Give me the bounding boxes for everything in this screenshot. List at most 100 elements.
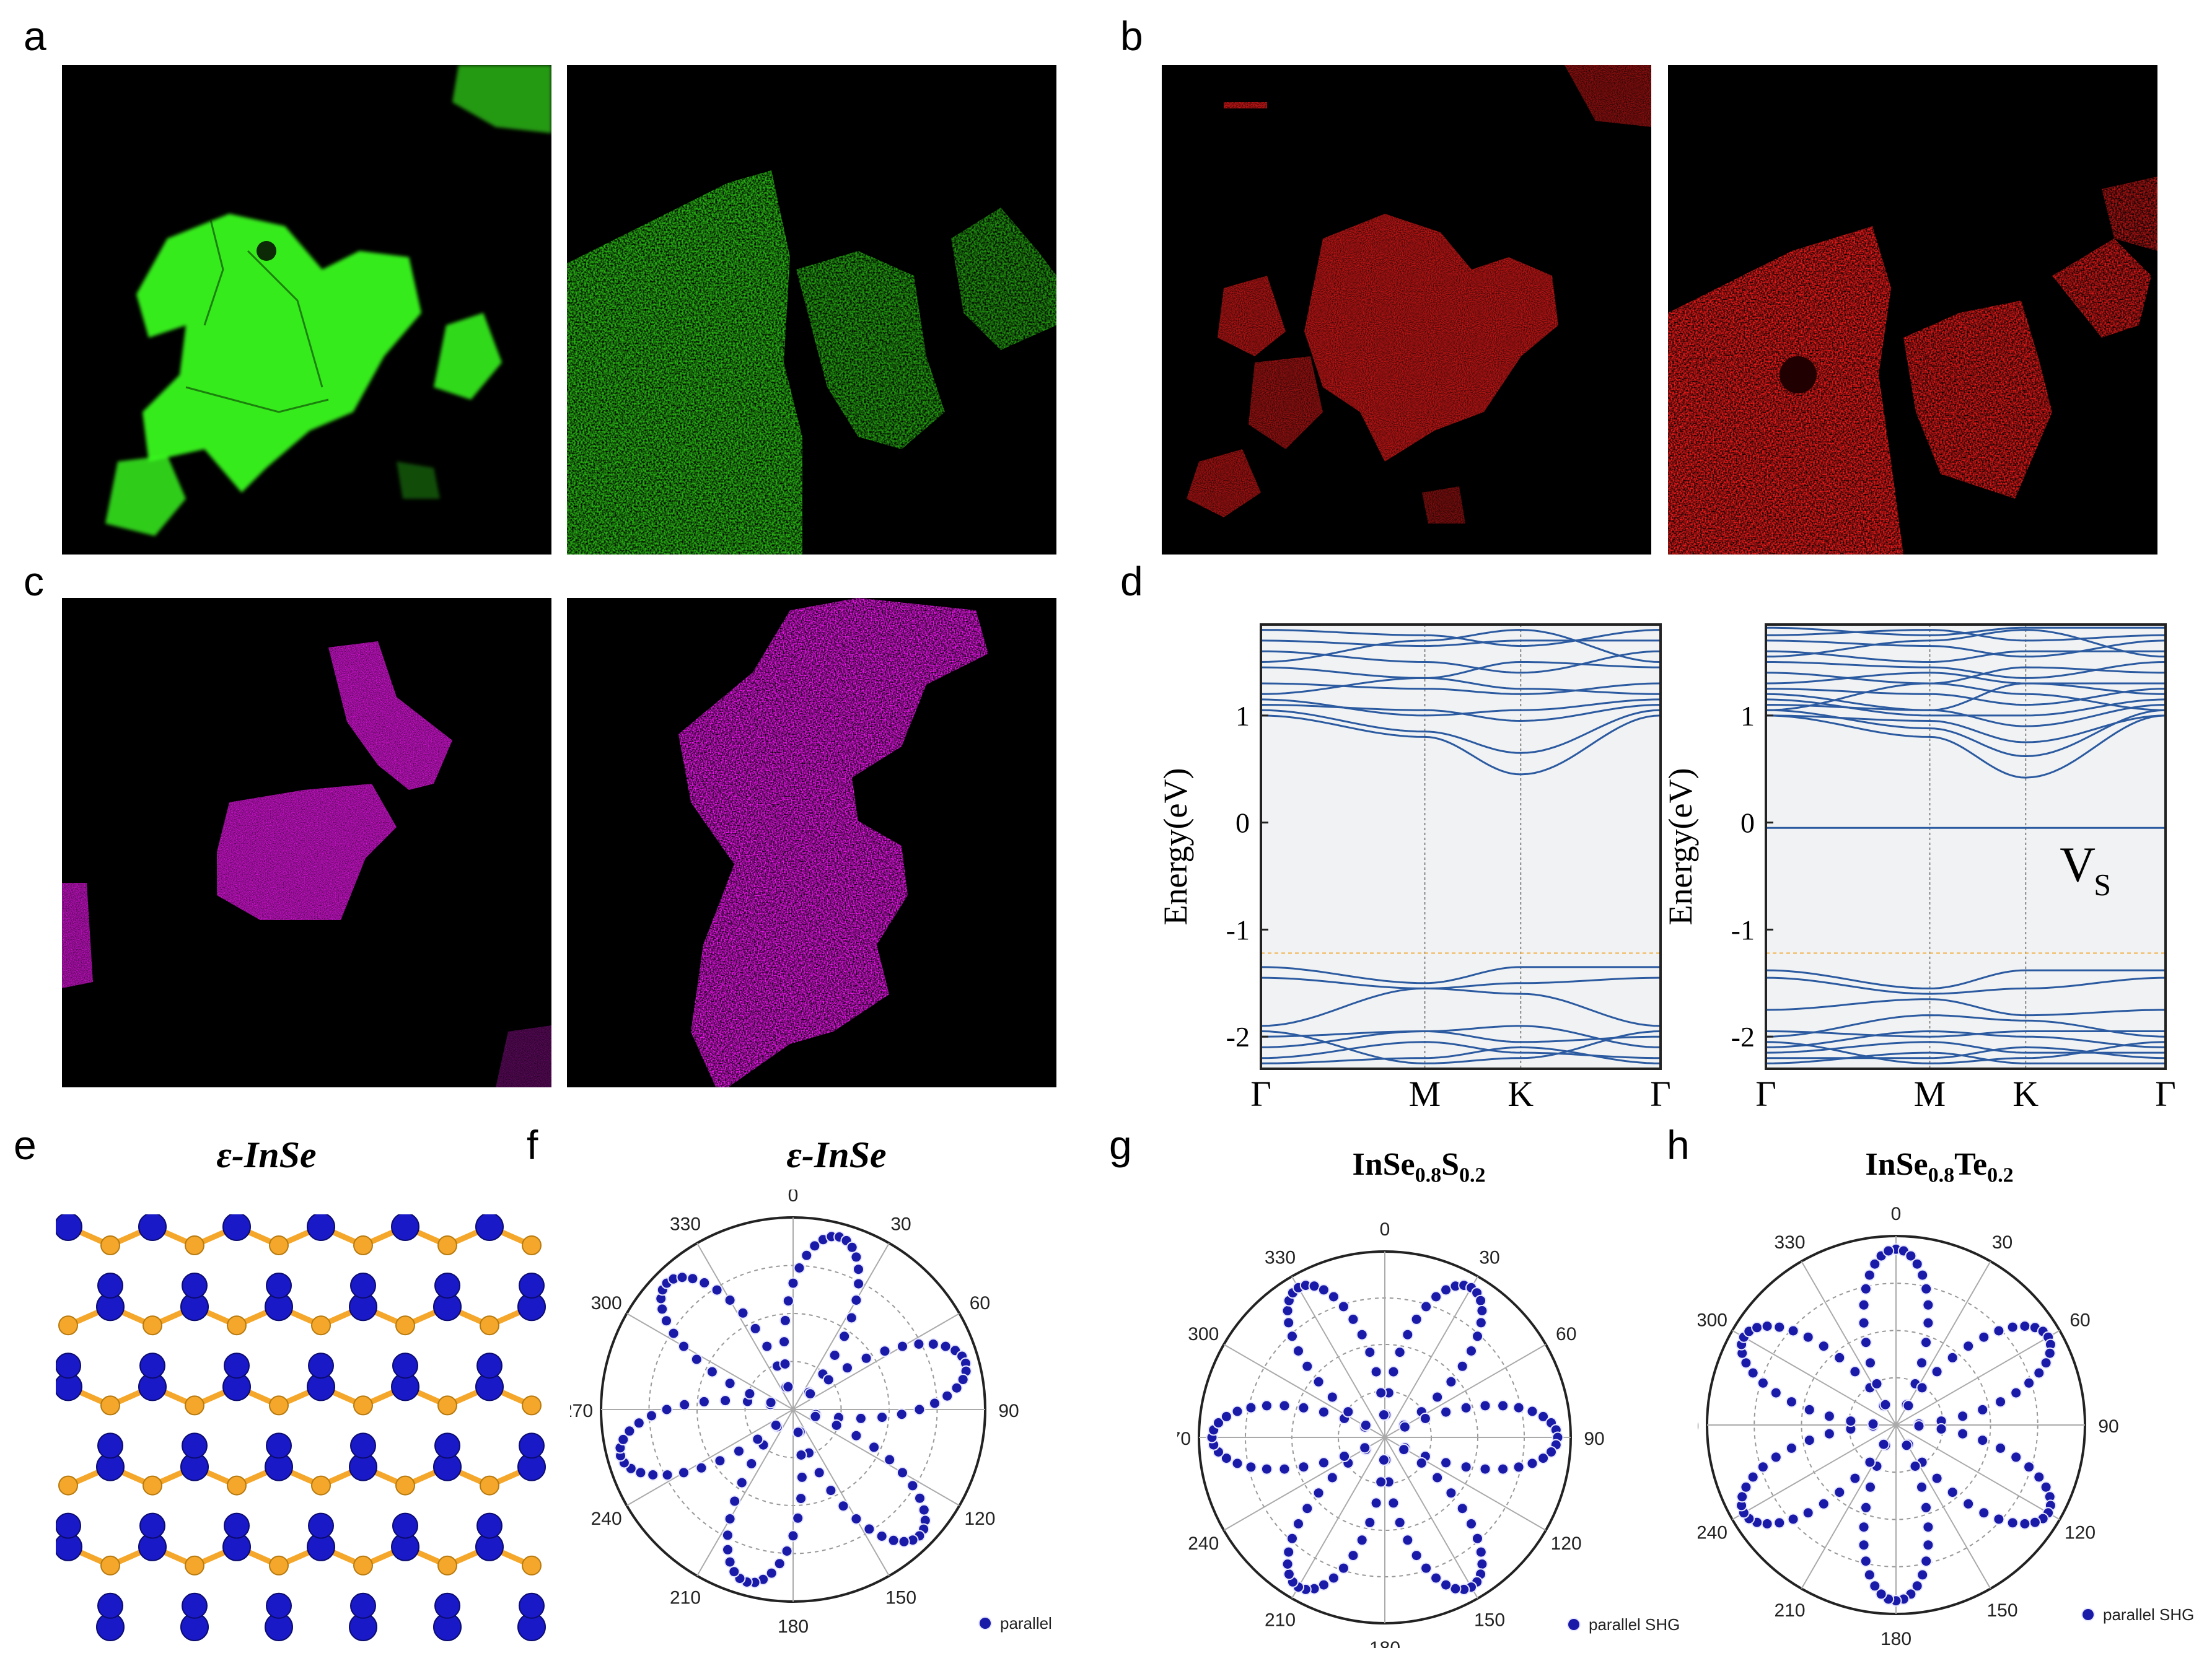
polar-data-point: [1900, 1439, 1913, 1452]
polar-angle-label: 180: [1369, 1638, 1400, 1648]
polar-data-point: [1920, 1282, 1933, 1295]
polar-data-point: [1931, 1366, 1943, 1378]
polar-data-point: [1757, 1461, 1769, 1473]
polar-data-point: [744, 1388, 756, 1400]
polar-spoke: [1291, 1437, 1385, 1599]
polar-spoke: [792, 1409, 890, 1576]
polar-spoke: [1384, 1276, 1478, 1438]
polar-data-point: [765, 1396, 777, 1409]
polar-data-point: [1913, 1420, 1925, 1432]
polar-angle-label: 0: [788, 1190, 799, 1206]
polar-data-point: [761, 1340, 773, 1353]
se-atom: [519, 1432, 545, 1459]
polar-data-point: [939, 1340, 952, 1353]
polar-data-point: [1803, 1434, 1815, 1447]
polar-data-point: [1317, 1284, 1330, 1296]
polar-data-point: [1977, 1434, 1989, 1447]
kpoint-label: Γ: [1755, 1074, 1776, 1114]
polar-data-point: [1877, 1438, 1890, 1450]
polar-angle-label: 300: [1698, 1310, 1727, 1331]
red-map-left: [1162, 65, 1651, 555]
se-atom: [307, 1212, 335, 1241]
polar-data-point: [1858, 1539, 1870, 1551]
polar-angle-label: 90: [998, 1401, 1019, 1421]
polar-angle-label: 120: [1551, 1533, 1582, 1554]
ytick-label: 1: [1235, 700, 1250, 732]
polar-data-point: [1465, 1518, 1477, 1530]
polar-data-point: [678, 1467, 690, 1479]
y-axis-label: Energy(eV): [1157, 768, 1194, 926]
in-atom: [58, 1475, 78, 1496]
polar-data-point: [1747, 1471, 1759, 1483]
polar-data-point: [1415, 1457, 1428, 1469]
se-atom: [434, 1432, 460, 1459]
polar-data-point: [782, 1295, 794, 1307]
polar-angle-label: 210: [670, 1587, 701, 1608]
polar-angle-label: 270: [570, 1401, 593, 1421]
polar-data-point: [1993, 1325, 2005, 1337]
magenta-map-right: [567, 598, 1056, 1087]
conduction-band-12: [1765, 672, 2166, 685]
title-f: ε-InSe: [786, 1134, 887, 1175]
polar-data-point: [1916, 1569, 1929, 1581]
polar-data-point: [1916, 1382, 1928, 1394]
polar-angle-label: 30: [890, 1214, 911, 1235]
polar-data-point: [623, 1425, 636, 1437]
polar-data-point: [1364, 1346, 1376, 1359]
polar-data-point: [1770, 1387, 1782, 1399]
se-atom: [97, 1273, 123, 1299]
polar-data-point: [1977, 1403, 1989, 1416]
legend-label: parallel: [1000, 1614, 1052, 1633]
se-atom: [392, 1353, 418, 1379]
polar-data-point: [676, 1271, 688, 1284]
in-atom: [100, 1395, 120, 1416]
in-atom: [185, 1555, 204, 1576]
polar-data-point: [698, 1277, 711, 1289]
band-structure-pristine: 1 0 -1 -2 Energy(eV) Γ M K Γ: [1146, 613, 1679, 1121]
polar-data-series: [1206, 1279, 1564, 1595]
polar-data-point: [1479, 1400, 1491, 1412]
polar-angle-label: 180: [778, 1616, 809, 1637]
in-atom: [269, 1235, 289, 1255]
se-atom: [519, 1592, 545, 1619]
polar-data-point: [787, 1530, 799, 1542]
polar-data-point: [898, 1535, 910, 1548]
polar-data-point: [1978, 1507, 1990, 1519]
polar-data-point: [1858, 1299, 1870, 1311]
polar-data-point: [1962, 1497, 1975, 1510]
polar-data-point: [2040, 1357, 2052, 1369]
polar-data-point: [1326, 1391, 1338, 1403]
polar-angle-label: 330: [1774, 1232, 1805, 1253]
se-atom: [476, 1512, 503, 1539]
polar-data-point: [1978, 1331, 1990, 1343]
se-atom: [182, 1432, 208, 1459]
polar-data-point: [2043, 1347, 2056, 1359]
polar-data-point: [1327, 1291, 1340, 1303]
polar-data-point: [1356, 1328, 1368, 1341]
polar-data-point: [868, 1441, 880, 1454]
polar-data-point: [695, 1462, 708, 1474]
polar-data-point: [1864, 1357, 1876, 1369]
polar-data-point: [1922, 1521, 1934, 1533]
in-atom: [269, 1395, 289, 1416]
polar-data-point: [1283, 1546, 1295, 1558]
in-atom: [437, 1395, 457, 1416]
polar-data-point: [2019, 1320, 2031, 1332]
se-atom: [350, 1273, 376, 1299]
se-atom: [391, 1212, 419, 1241]
polar-data-point: [2006, 1321, 2019, 1333]
polar-data-point: [1864, 1481, 1876, 1493]
polar-data-point: [1785, 1442, 1797, 1454]
polar-data-point: [1317, 1457, 1330, 1469]
polar-data-point: [773, 1558, 786, 1570]
in-atom: [395, 1315, 415, 1336]
panel-label-d: d: [1120, 558, 1143, 604]
valence-band-9: [1765, 1041, 2166, 1064]
polar-data-point: [2010, 1387, 2022, 1399]
in-atom: [353, 1235, 373, 1255]
polar-data-point: [1301, 1360, 1314, 1372]
panel-label-g: g: [1109, 1122, 1132, 1168]
se-atom: [97, 1432, 123, 1459]
conduction-band-8: [1260, 629, 1661, 647]
polar-data-point: [1817, 1497, 1830, 1510]
